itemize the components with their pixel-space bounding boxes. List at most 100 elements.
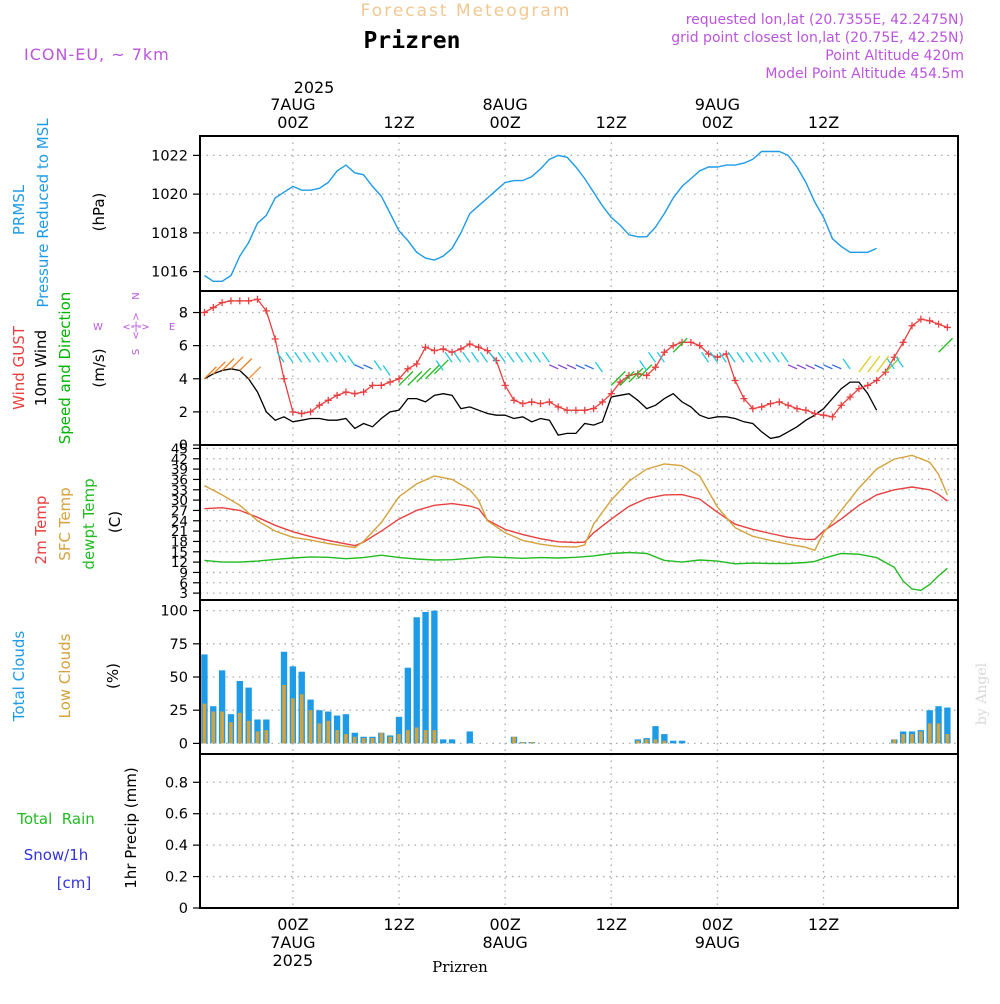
y-tick-label: 33 (171, 483, 188, 499)
wind-direction-arrow (303, 351, 312, 363)
gust-marker (227, 297, 235, 305)
wind-direction-arrow (584, 364, 594, 370)
gust-marker (307, 408, 315, 416)
gust-marker (519, 400, 527, 408)
compass-north: N (131, 292, 142, 299)
low-cloud-bar (636, 740, 640, 744)
wind-direction-arrow (541, 351, 550, 363)
wind-direction-arrow (497, 351, 506, 363)
wind-direction-arrow (867, 355, 881, 373)
wind-direction-arrow (398, 370, 414, 386)
low-cloud-bar (326, 720, 331, 744)
gust-marker (218, 299, 226, 307)
total-cloud-bar (678, 740, 686, 744)
panel-clouds: 0 25 50 75 100 (160, 599, 959, 755)
wind-direction-arrow (745, 351, 754, 363)
wind-direction-arrow (805, 364, 815, 370)
panels: 1016101810201022024683691215182124273033… (151, 135, 959, 917)
gust-marker (342, 388, 350, 396)
y-tick-label: 39 (171, 462, 188, 478)
gust-marker (360, 388, 368, 396)
low-cloud-bar (388, 736, 392, 744)
gust-marker (669, 342, 677, 350)
wind-direction-arrow (471, 351, 480, 363)
bottom-time-label: 12Z (383, 915, 414, 934)
low-cloud-bar (406, 730, 410, 744)
low-cloud-bar (379, 732, 384, 744)
wind-axis-labels: Wind GUST 10m Wind Speed and Direction (… (10, 292, 175, 445)
wind-direction-arrow (221, 358, 235, 371)
y-tick-label: 0.6 (165, 807, 188, 823)
city-title: Prizren (364, 28, 461, 54)
gust-marker (430, 347, 438, 355)
gust-marker (607, 390, 615, 398)
gust-marker (289, 408, 297, 416)
wind-direction-arrow (771, 351, 780, 363)
wind-direction-arrow (444, 351, 453, 363)
gust-marker (660, 348, 668, 356)
total-cloud-bar (448, 739, 456, 744)
low-cloud-bar (246, 720, 251, 744)
low-cloud-bar (255, 731, 260, 744)
gust-marker (377, 381, 385, 389)
wind-direction-arrow (938, 337, 954, 353)
cloud-axis-labels: Total Clouds Low Clouds (%) (10, 631, 122, 723)
pressure-line (204, 150, 877, 282)
low-cloud-bar (353, 736, 357, 744)
gust-marker (687, 338, 695, 346)
gust-marker (368, 381, 376, 389)
compass-arrows-v: <-|-> (131, 312, 142, 339)
wind-direction-arrow (718, 351, 727, 363)
y-tick-label: 75 (170, 637, 188, 653)
wind-direction-arrow (230, 356, 244, 370)
gust-marker (864, 381, 872, 389)
low-cloud-bar (945, 734, 950, 744)
gust-marker (333, 391, 341, 399)
wind-direction-arrow (639, 360, 648, 371)
wind-direction-arrow (382, 365, 391, 376)
gust-marker (643, 371, 651, 379)
speed-direction-label: Speed and Direction (56, 292, 74, 445)
gust-marker (855, 385, 863, 393)
y-tick-label: 9 (179, 565, 188, 581)
top-time-label: 00Z (702, 113, 733, 132)
gust-marker (749, 405, 757, 413)
y-tick-label: 18 (171, 534, 188, 550)
total-clouds-label: Total Clouds (10, 631, 28, 723)
wind-direction-arrow (515, 351, 524, 363)
gust-marker (908, 322, 916, 330)
wind-direction-arrow (373, 360, 382, 371)
y-tick-label: 42 (171, 452, 188, 468)
prmsl-label: PRMSL (10, 184, 28, 235)
low-cloud-bar (308, 710, 313, 744)
low-cloud-bar (202, 703, 207, 744)
gust-marker (740, 395, 748, 403)
wind-direction-arrow (212, 361, 226, 375)
wind-direction-arrow (858, 355, 872, 373)
total-cloud-bar (245, 687, 252, 744)
low-cloud-bar (512, 736, 516, 744)
y-tick-label: 1018 (151, 226, 188, 242)
y-tick-label: 0 (179, 438, 188, 454)
wind-direction-arrow (656, 351, 665, 363)
y-tick-label: 100 (160, 604, 188, 620)
gust-marker (200, 309, 208, 317)
gust-marker (926, 317, 934, 325)
total-cloud-bar (404, 667, 412, 744)
model-point-altitude: Model Point Altitude 454.5m (765, 66, 964, 82)
pressure-unit: (hPa) (90, 193, 108, 232)
y-tick-label: 30 (171, 493, 188, 509)
wind-speed-line (204, 368, 878, 440)
compass-west: W (93, 322, 103, 333)
panel-frame (199, 290, 959, 446)
low-cloud-bar (238, 712, 242, 744)
low-cloud-bar (927, 723, 932, 744)
temperature-axis-labels: 2m Temp SFC Temp dewpt Temp (C) (32, 478, 124, 569)
low-cloud-bar (397, 734, 401, 744)
wind-direction-arrow (320, 351, 329, 363)
y-tick-label: 50 (170, 670, 188, 686)
gust-marker (873, 376, 881, 384)
wind-direction-arrow (628, 367, 644, 383)
low-cloud-bar (220, 711, 224, 744)
